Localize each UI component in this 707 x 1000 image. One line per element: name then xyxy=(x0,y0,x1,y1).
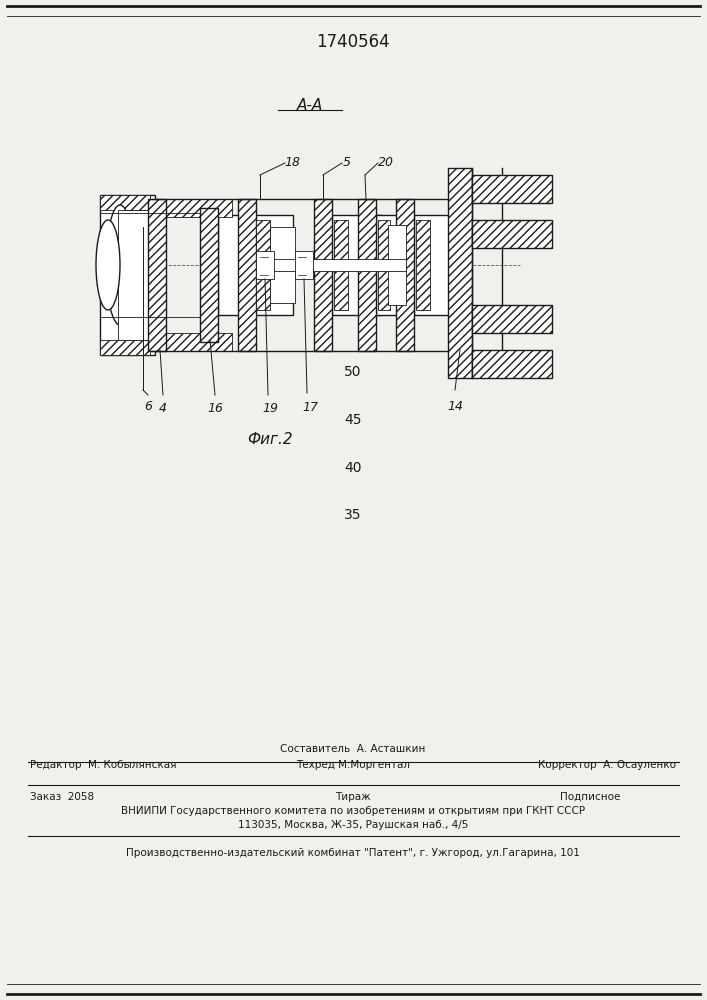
Bar xyxy=(148,199,166,351)
Text: 17: 17 xyxy=(302,401,318,414)
Bar xyxy=(200,208,218,342)
Bar xyxy=(448,168,472,378)
Bar xyxy=(218,215,293,315)
Text: 18: 18 xyxy=(284,156,300,169)
Text: Производственно-издательский комбинат "Патент", г. Ужгород, ул.Гагарина, 101: Производственно-издательский комбинат "П… xyxy=(126,848,580,858)
Bar xyxy=(358,199,376,351)
Bar xyxy=(414,215,464,315)
Bar xyxy=(472,220,552,248)
Text: 14: 14 xyxy=(447,400,463,413)
Ellipse shape xyxy=(106,205,134,325)
Bar xyxy=(334,220,348,310)
Text: Техред М.Моргентал: Техред М.Моргентал xyxy=(296,760,410,770)
Bar xyxy=(396,199,414,351)
Text: 16: 16 xyxy=(207,402,223,415)
Text: 50: 50 xyxy=(344,365,362,379)
Text: 113035, Москва, Ж-35, Раушская наб., 4/5: 113035, Москва, Ж-35, Раушская наб., 4/5 xyxy=(238,820,468,830)
Text: 1740564: 1740564 xyxy=(316,33,390,51)
Bar xyxy=(314,199,332,351)
Bar xyxy=(376,215,411,315)
Bar xyxy=(256,220,270,310)
Bar xyxy=(472,350,552,378)
Bar xyxy=(388,225,406,305)
Text: ВНИИПИ Государственного комитета по изобретениям и открытиям при ГКНТ СССР: ВНИИПИ Государственного комитета по изоб… xyxy=(121,806,585,816)
Bar xyxy=(100,195,150,210)
Text: 6: 6 xyxy=(144,400,152,413)
Text: Фиг.2: Фиг.2 xyxy=(247,432,293,448)
Text: 5: 5 xyxy=(343,156,351,169)
Text: Корректор  А. Осауленко: Корректор А. Осауленко xyxy=(538,760,676,770)
Text: 20: 20 xyxy=(378,156,394,169)
Text: Составитель  А. Асташкин: Составитель А. Асташкин xyxy=(280,744,426,754)
Bar xyxy=(256,259,406,271)
Bar xyxy=(295,251,313,279)
Bar xyxy=(472,305,552,333)
Ellipse shape xyxy=(96,220,120,310)
Text: Тираж: Тираж xyxy=(335,792,370,802)
Bar xyxy=(152,333,232,351)
Bar xyxy=(332,215,382,315)
Bar xyxy=(100,195,155,355)
Bar xyxy=(270,227,295,303)
Bar xyxy=(416,220,430,310)
Text: 19: 19 xyxy=(262,402,278,415)
Text: Редактор  М. Кобылянская: Редактор М. Кобылянская xyxy=(30,760,177,770)
Text: 4: 4 xyxy=(159,402,167,415)
Bar xyxy=(378,220,390,310)
Text: Заказ  2058: Заказ 2058 xyxy=(30,792,94,802)
Bar xyxy=(256,251,274,279)
Text: А-А: А-А xyxy=(297,98,323,112)
Bar xyxy=(100,340,150,355)
Bar xyxy=(238,199,256,351)
Bar xyxy=(118,210,153,340)
Text: 45: 45 xyxy=(344,413,362,427)
Bar xyxy=(152,199,232,217)
Text: Подписное: Подписное xyxy=(560,792,620,802)
Bar xyxy=(472,175,552,203)
Text: 35: 35 xyxy=(344,508,362,522)
Text: 40: 40 xyxy=(344,461,362,475)
